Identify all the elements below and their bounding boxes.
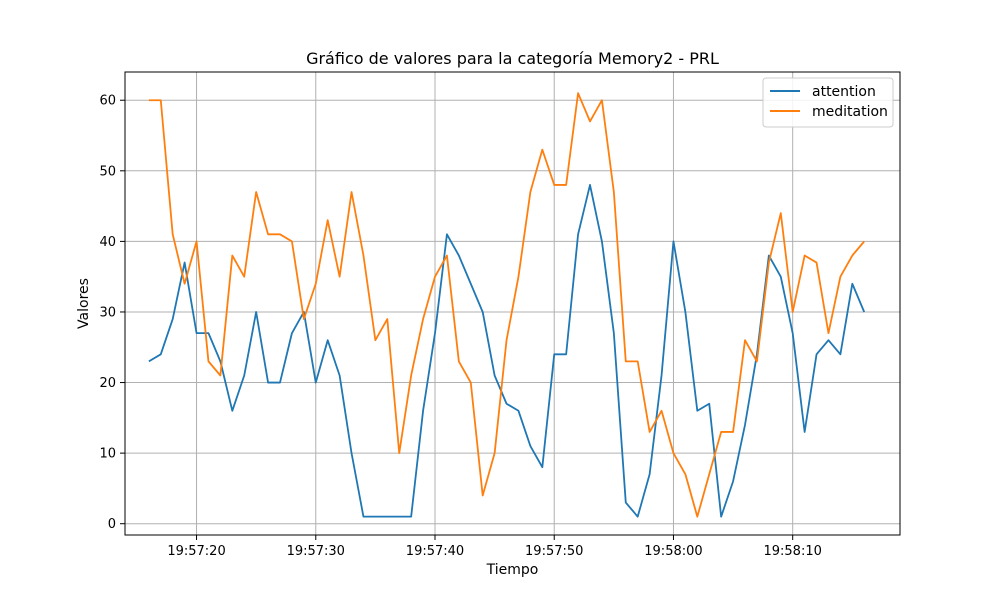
- legend-meditation-label: meditation: [812, 104, 888, 120]
- y-tick-label: 50: [99, 164, 116, 179]
- x-tick-label: 19:57:50: [525, 544, 583, 559]
- y-tick-label: 40: [99, 235, 116, 250]
- series-line-meditation: [148, 92, 865, 518]
- y-axis-label: Valores: [76, 278, 92, 329]
- y-tick-label: 20: [99, 376, 116, 391]
- chart-title: Gráfico de valores para la categoría Mem…: [306, 49, 719, 68]
- axis-ticks: 19:57:20 19:57:30 19:57:40 19:57:50 19:58:00…: [99, 94, 821, 559]
- y-tick-label: 30: [99, 305, 116, 320]
- x-tick-label: 19:57:40: [406, 544, 464, 559]
- legend: attention meditation: [762, 77, 894, 128]
- x-tick-label: 19:58:10: [763, 544, 821, 559]
- series-lines: [148, 92, 866, 518]
- legend-attention-label: attention: [812, 84, 876, 100]
- x-axis-label: Tiempo: [486, 562, 539, 578]
- x-tick-label: 19:57:30: [287, 544, 345, 559]
- x-tick-label: 19:58:00: [644, 544, 702, 559]
- series-line-attention: [148, 184, 866, 518]
- y-tick-label: 60: [99, 94, 116, 109]
- y-tick-label: 0: [108, 517, 116, 532]
- y-tick-label: 10: [99, 447, 116, 462]
- grid: [125, 72, 900, 535]
- x-tick-label: 19:57:20: [167, 544, 225, 559]
- plot-frame: [124, 71, 901, 536]
